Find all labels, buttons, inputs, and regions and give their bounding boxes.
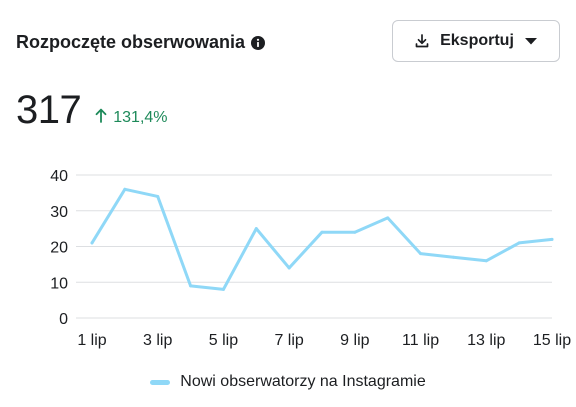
data-point — [451, 255, 455, 259]
export-button[interactable]: Eksportuj — [392, 20, 560, 62]
chart-title: Rozpoczęte obserwowania — [16, 32, 266, 53]
x-tick-label: 15 lip — [533, 332, 571, 349]
x-tick-label: 11 lip — [402, 332, 439, 349]
data-point — [517, 241, 521, 245]
metric-summary: 317 131,4% — [16, 88, 168, 133]
download-icon — [414, 33, 430, 49]
data-point — [550, 237, 554, 241]
metric-value: 317 — [16, 88, 82, 132]
caret-down-icon — [524, 36, 538, 46]
data-point — [254, 227, 258, 231]
y-tick-label: 40 — [50, 168, 68, 185]
legend-label: Nowi obserwatorzy na Instagramie — [180, 373, 426, 390]
chart-title-text: Rozpoczęte obserwowania — [16, 32, 246, 52]
y-tick-label: 10 — [50, 275, 68, 292]
info-icon[interactable] — [251, 35, 266, 50]
data-point — [221, 287, 225, 291]
line-chart: 0 10 20 30 40 1 lip 3 lip 5 lip 7 lip 9 lip 11 lip… — [50, 168, 571, 349]
x-tick-label: 1 lip — [77, 332, 106, 349]
data-point — [484, 259, 488, 263]
export-button-label: Eksportuj — [440, 32, 514, 49]
x-tick-label: 3 lip — [143, 332, 172, 349]
x-tick-label: 5 lip — [209, 332, 238, 349]
data-point — [156, 194, 160, 198]
data-point — [320, 230, 324, 234]
data-point — [90, 241, 94, 245]
x-tick-label: 13 lip — [467, 332, 505, 349]
x-tick-label: 7 lip — [274, 332, 303, 349]
data-point — [123, 187, 127, 191]
metric-change: 131,4% — [95, 108, 168, 128]
x-tick-label: 9 lip — [340, 332, 369, 349]
data-point — [287, 266, 291, 270]
y-tick-label: 30 — [50, 204, 68, 221]
y-tick-label: 20 — [50, 240, 68, 257]
arrow-up-icon — [95, 108, 107, 128]
metric-change-value: 131,4% — [113, 109, 168, 126]
data-point — [189, 284, 193, 288]
data-point — [386, 216, 390, 220]
chart-legend: Nowi obserwatorzy na Instagramie — [0, 373, 576, 391]
data-point — [419, 252, 423, 256]
legend-swatch — [150, 379, 171, 385]
y-tick-label: 0 — [59, 311, 68, 328]
series-line — [90, 187, 554, 291]
data-point — [353, 230, 357, 234]
